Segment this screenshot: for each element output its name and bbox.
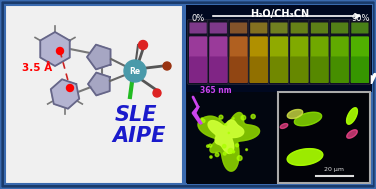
FancyBboxPatch shape bbox=[189, 57, 207, 83]
Text: 90%: 90% bbox=[352, 14, 370, 23]
Circle shape bbox=[233, 151, 235, 152]
Circle shape bbox=[233, 118, 234, 119]
Circle shape bbox=[223, 152, 226, 155]
FancyBboxPatch shape bbox=[190, 22, 207, 33]
Text: Re: Re bbox=[129, 67, 141, 75]
Circle shape bbox=[219, 115, 223, 119]
FancyBboxPatch shape bbox=[250, 36, 268, 83]
FancyBboxPatch shape bbox=[331, 57, 349, 83]
Circle shape bbox=[224, 124, 226, 125]
Polygon shape bbox=[51, 79, 79, 109]
FancyBboxPatch shape bbox=[289, 19, 310, 84]
Circle shape bbox=[228, 148, 233, 153]
Circle shape bbox=[201, 118, 203, 120]
FancyBboxPatch shape bbox=[248, 19, 269, 84]
Circle shape bbox=[138, 40, 147, 50]
FancyBboxPatch shape bbox=[229, 57, 248, 83]
Text: 20 μm: 20 μm bbox=[324, 167, 344, 172]
Bar bbox=[186, 5, 372, 92]
Circle shape bbox=[235, 144, 239, 147]
Polygon shape bbox=[198, 112, 259, 171]
Circle shape bbox=[67, 84, 73, 91]
FancyBboxPatch shape bbox=[250, 57, 268, 83]
Circle shape bbox=[237, 156, 242, 160]
Bar bbox=[5, 5, 183, 184]
FancyBboxPatch shape bbox=[351, 57, 369, 83]
Text: 0%: 0% bbox=[192, 14, 205, 23]
FancyBboxPatch shape bbox=[310, 36, 329, 83]
FancyBboxPatch shape bbox=[309, 19, 330, 84]
FancyBboxPatch shape bbox=[228, 19, 249, 84]
FancyBboxPatch shape bbox=[268, 19, 290, 84]
Polygon shape bbox=[294, 112, 321, 126]
FancyBboxPatch shape bbox=[351, 36, 369, 83]
FancyBboxPatch shape bbox=[188, 19, 209, 84]
FancyBboxPatch shape bbox=[250, 22, 267, 33]
Circle shape bbox=[251, 114, 255, 119]
Circle shape bbox=[223, 144, 226, 148]
Circle shape bbox=[209, 144, 212, 147]
Text: 365 nm: 365 nm bbox=[200, 86, 232, 95]
FancyBboxPatch shape bbox=[270, 22, 288, 33]
FancyBboxPatch shape bbox=[209, 36, 227, 83]
Circle shape bbox=[215, 153, 219, 156]
Text: H₂O/CH₃CN: H₂O/CH₃CN bbox=[250, 9, 309, 19]
FancyBboxPatch shape bbox=[189, 36, 207, 83]
FancyBboxPatch shape bbox=[290, 36, 308, 83]
FancyBboxPatch shape bbox=[329, 19, 350, 84]
Text: AIPE: AIPE bbox=[112, 126, 165, 146]
FancyBboxPatch shape bbox=[208, 19, 229, 84]
FancyBboxPatch shape bbox=[310, 57, 329, 83]
FancyBboxPatch shape bbox=[230, 22, 247, 33]
Bar bbox=[185, 5, 372, 184]
FancyBboxPatch shape bbox=[351, 22, 368, 33]
Circle shape bbox=[124, 60, 146, 82]
Circle shape bbox=[153, 89, 161, 97]
FancyBboxPatch shape bbox=[349, 19, 370, 84]
FancyBboxPatch shape bbox=[270, 36, 288, 83]
Bar bbox=[187, 92, 277, 184]
FancyBboxPatch shape bbox=[229, 36, 248, 83]
FancyBboxPatch shape bbox=[311, 22, 328, 33]
Circle shape bbox=[56, 47, 64, 54]
Circle shape bbox=[246, 149, 247, 150]
Bar bbox=[278, 92, 370, 183]
Polygon shape bbox=[198, 112, 259, 171]
Circle shape bbox=[228, 132, 229, 133]
Polygon shape bbox=[280, 124, 288, 128]
Circle shape bbox=[233, 151, 234, 153]
Polygon shape bbox=[347, 108, 358, 124]
Polygon shape bbox=[287, 149, 323, 165]
Text: 3.5 Å: 3.5 Å bbox=[22, 63, 52, 73]
FancyBboxPatch shape bbox=[209, 57, 227, 83]
FancyBboxPatch shape bbox=[291, 22, 308, 33]
Polygon shape bbox=[88, 73, 110, 95]
Polygon shape bbox=[40, 32, 70, 66]
Circle shape bbox=[241, 115, 246, 120]
FancyBboxPatch shape bbox=[290, 57, 308, 83]
Polygon shape bbox=[347, 130, 357, 138]
Polygon shape bbox=[287, 109, 303, 119]
Polygon shape bbox=[208, 120, 244, 153]
FancyBboxPatch shape bbox=[331, 36, 349, 83]
FancyBboxPatch shape bbox=[331, 22, 348, 33]
Circle shape bbox=[163, 62, 171, 70]
Circle shape bbox=[202, 119, 205, 123]
FancyBboxPatch shape bbox=[270, 57, 288, 83]
FancyBboxPatch shape bbox=[210, 22, 227, 33]
Text: SLE: SLE bbox=[115, 105, 158, 125]
Circle shape bbox=[206, 145, 209, 147]
Polygon shape bbox=[87, 45, 111, 69]
Circle shape bbox=[210, 156, 212, 158]
